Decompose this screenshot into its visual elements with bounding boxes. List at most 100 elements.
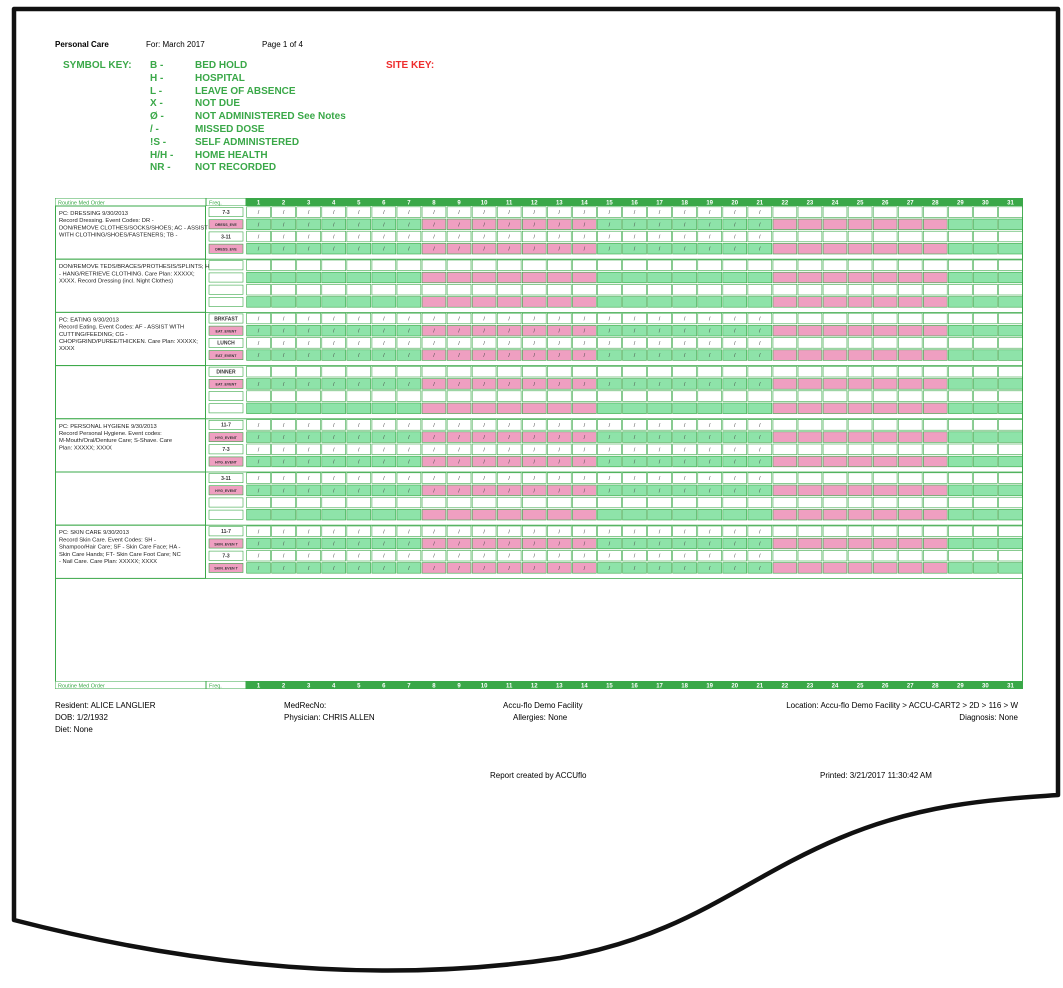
day-cell (346, 484, 372, 496)
entry-mark: / (483, 460, 485, 466)
freq-label: EAT_EVENT (216, 354, 238, 358)
day-cell (496, 550, 522, 562)
freq-label: 3-11 (221, 476, 231, 482)
day-cell (421, 419, 447, 431)
day-cell (998, 243, 1023, 255)
entry-mark: / (559, 554, 561, 560)
medication-administration-grid: Routine Med Order Freq. 1 2 3 4 5 6 7 8 9 10 11 12 13 1… (55, 198, 1023, 689)
day-cell (471, 472, 497, 484)
entry-mark: / (333, 210, 335, 216)
day-cell (672, 349, 697, 361)
entry-mark: / (609, 329, 611, 335)
entry-mark: / (308, 382, 310, 388)
day-cell (471, 562, 497, 574)
day-cell (847, 455, 873, 468)
entry-mark: / (734, 329, 736, 335)
day-cell (446, 443, 472, 455)
entry-mark: / (533, 435, 535, 441)
day-cell (948, 218, 973, 230)
header-bar-bottom (55, 681, 1023, 689)
day-cell (772, 496, 798, 509)
entry-mark: / (283, 566, 285, 572)
entry-mark: / (508, 542, 510, 548)
day-label: 31 (1007, 200, 1014, 206)
day-cell (697, 472, 722, 484)
entry-mark: / (508, 329, 510, 335)
day-cell (597, 259, 622, 271)
day-cell (797, 537, 823, 550)
day-cell (797, 284, 823, 296)
day-cell (747, 484, 773, 496)
day-cell (822, 230, 848, 243)
day-cell (421, 484, 447, 496)
entry-mark: / (634, 247, 636, 253)
day-cell (471, 509, 497, 521)
freq-cell (208, 444, 244, 455)
entry-mark: / (458, 435, 460, 441)
order-text: PC: EATING 9/30/2013 Record Eating. Event… (59, 317, 198, 352)
day-label: 22 (782, 683, 789, 689)
day-cell (822, 325, 848, 337)
day-cell (822, 537, 848, 550)
day-cell (246, 349, 271, 361)
entry-mark: / (759, 566, 761, 572)
day-cell (672, 325, 697, 337)
day-cell (371, 271, 397, 284)
day-cell (271, 390, 296, 402)
day-cell (572, 284, 597, 296)
day-cell (496, 496, 522, 509)
day-cell (371, 296, 397, 308)
day-cell (421, 243, 447, 255)
day-cell (296, 230, 321, 243)
day-label: 30 (982, 683, 989, 689)
entry-mark: / (559, 460, 561, 466)
entry-mark: / (358, 529, 360, 535)
day-cell (722, 366, 747, 378)
day-cell (421, 390, 447, 402)
day-cell (446, 284, 472, 296)
day-label: 5 (357, 200, 361, 206)
day-cell (847, 312, 873, 325)
entry-mark: / (283, 542, 285, 548)
entry-mark: / (408, 542, 410, 548)
day-label: 30 (982, 200, 989, 206)
entry-mark: / (333, 382, 335, 388)
entry-mark: / (383, 341, 385, 347)
entry-mark: / (659, 554, 661, 560)
day-cell (371, 349, 397, 361)
day-cell (296, 443, 321, 455)
entry-mark: / (308, 476, 310, 482)
day-cell (973, 325, 998, 337)
day-cell (321, 296, 346, 308)
day-cell (872, 550, 898, 562)
day-cell (321, 378, 346, 390)
day-cell (923, 484, 948, 496)
entry-mark: / (358, 554, 360, 560)
day-cell (346, 455, 372, 468)
day-cell (271, 218, 296, 230)
day-cell (597, 455, 622, 468)
entry-mark: / (283, 382, 285, 388)
day-cell (296, 218, 321, 230)
day-cell (722, 325, 747, 337)
day-cell (421, 325, 447, 337)
day-cell (747, 431, 773, 443)
day-cell (948, 296, 973, 308)
day-cell (421, 259, 447, 271)
day-cell (346, 496, 372, 509)
entry-mark: / (634, 460, 636, 466)
location: Location: Accu-flo Demo Facility > ACCU-… (786, 701, 1018, 710)
day-cell (246, 284, 271, 296)
day-cell (647, 243, 672, 255)
day-cell (522, 419, 547, 431)
day-cell (647, 390, 672, 402)
day-cell (722, 472, 747, 484)
day-cell (998, 230, 1023, 243)
day-cell (772, 325, 798, 337)
entry-mark: / (659, 476, 661, 482)
day-cell (872, 337, 898, 349)
day-cell (446, 562, 472, 574)
day-cell (622, 443, 647, 455)
day-cell (897, 419, 923, 431)
physician: Physician: CHRIS ALLEN (284, 713, 375, 722)
